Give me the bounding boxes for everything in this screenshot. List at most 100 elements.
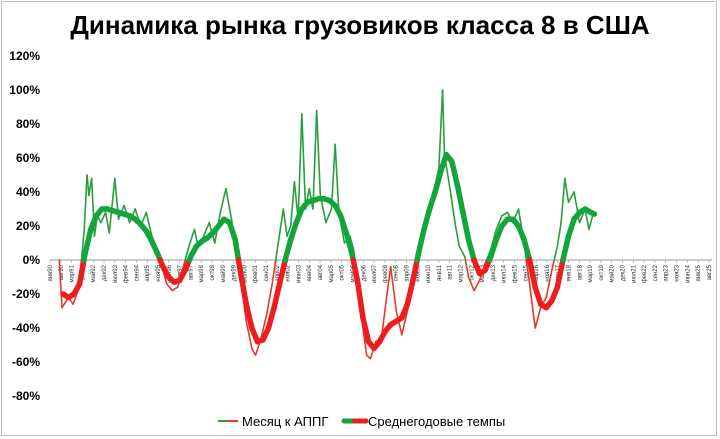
x-tick-label: авг04 <box>318 264 324 280</box>
x-tick-label: ноя95 <box>156 264 162 281</box>
series-segment <box>528 282 536 329</box>
legend-item-monthly: Месяц к АППГ <box>218 414 328 429</box>
x-tick-label: мар19 <box>588 264 594 282</box>
series-segment <box>560 233 572 263</box>
series-segment <box>343 230 355 256</box>
x-tick-label: мар91 <box>70 264 76 282</box>
series-segment <box>458 245 466 258</box>
x-tick-label: июл14 <box>502 264 508 283</box>
series-segment <box>404 277 416 307</box>
series-segment <box>465 236 477 263</box>
series-segment <box>421 206 433 233</box>
series-segment <box>265 282 274 316</box>
x-tick-label: сен15 <box>523 264 529 281</box>
series-segment <box>184 245 190 261</box>
series-segment <box>567 191 575 203</box>
series-segment <box>243 301 255 331</box>
x-tick-label: фев94 <box>124 264 130 283</box>
series-segment <box>76 257 87 287</box>
x-tick-label: май06 <box>349 264 356 282</box>
x-tick-label: сен22 <box>653 264 659 281</box>
series-segment <box>495 215 503 231</box>
series-segment <box>460 209 472 243</box>
series-segment <box>441 89 446 156</box>
y-tick-label: 20% <box>16 219 40 233</box>
series-segment <box>80 228 86 261</box>
series-segment <box>271 259 277 285</box>
series-layer <box>58 89 598 360</box>
series-segment <box>467 276 475 292</box>
x-tick-label: ноя16 <box>545 264 551 281</box>
series-segment <box>587 209 598 217</box>
series-segment <box>297 113 303 220</box>
x-tick-label: ноя02 <box>286 264 292 281</box>
series-segment <box>330 143 336 210</box>
x-tick-label: мар98 <box>199 264 205 282</box>
series-segment <box>360 315 372 345</box>
legend-label-monthly: Месяц к АППГ <box>242 414 328 429</box>
series-segment <box>473 279 481 292</box>
x-tick-label: фев08 <box>383 264 389 283</box>
series-segment <box>526 257 538 290</box>
series-segment <box>276 208 285 248</box>
x-tick-label: янв04 <box>307 264 313 281</box>
x-tick-label: май99 <box>220 264 227 282</box>
series-segment <box>556 221 562 248</box>
series-segment <box>588 215 594 231</box>
x-tick-label: авг97 <box>188 264 194 280</box>
x-tick-label: дек92 <box>102 264 108 281</box>
x-tick-label: июл07 <box>372 264 378 283</box>
series-segment <box>265 304 277 331</box>
series-segment <box>282 236 294 263</box>
series-2 <box>60 151 598 352</box>
series-segment <box>389 265 398 312</box>
x-tick-label: июн10 <box>426 264 432 283</box>
series-segment <box>301 113 307 210</box>
y-tick-label: 100% <box>9 83 40 97</box>
series-segment <box>104 211 111 234</box>
series-segment <box>282 208 288 237</box>
x-tick-label: апр95 <box>145 264 151 281</box>
series-segment <box>525 259 531 285</box>
series-segment <box>226 219 238 243</box>
series-segment <box>225 187 233 220</box>
series-segment <box>237 270 250 307</box>
series-segment <box>553 245 559 261</box>
series-segment <box>86 174 90 197</box>
series-segment <box>274 245 279 261</box>
y-tick-label: 120% <box>9 49 40 63</box>
series-segment <box>165 282 174 292</box>
x-tick-label: фев01 <box>253 264 259 283</box>
series-segment <box>289 181 296 227</box>
series-segment <box>501 211 509 217</box>
series-segment <box>58 259 63 309</box>
series-segment <box>464 259 470 278</box>
x-tick-label: фев15 <box>512 264 518 283</box>
series-segment <box>521 236 533 263</box>
series-segment <box>312 109 318 210</box>
series-segment <box>334 143 340 214</box>
x-tick-label: апр09 <box>404 264 410 281</box>
x-tick-label: янв90 <box>48 264 54 281</box>
y-tick-label: -60% <box>12 355 40 369</box>
legend-label-average: Среднегодовые темпы <box>368 414 505 429</box>
series-segment <box>82 226 94 256</box>
x-tick-label: ноя23 <box>675 264 681 281</box>
x-tick-label: июл00 <box>242 264 248 283</box>
legend: Месяц к АППГ Среднегодовые темпы <box>218 414 505 429</box>
y-tick-label: -20% <box>12 287 40 301</box>
series-segment <box>325 208 333 224</box>
x-tick-label: янв18 <box>566 264 572 281</box>
x-tick-label: май92 <box>90 264 97 282</box>
series-segment <box>401 310 409 336</box>
x-tick-label: янв11 <box>437 264 443 281</box>
series-segment <box>337 213 350 236</box>
x-tick-label: мар05 <box>329 264 335 282</box>
series-segment <box>350 257 361 284</box>
series-segment <box>487 236 500 260</box>
x-tick-label: янв25 <box>696 264 702 281</box>
y-tick-label: 0% <box>23 253 41 267</box>
y-tick-label: -80% <box>12 389 40 403</box>
x-tick-label: июн96 <box>167 264 173 283</box>
